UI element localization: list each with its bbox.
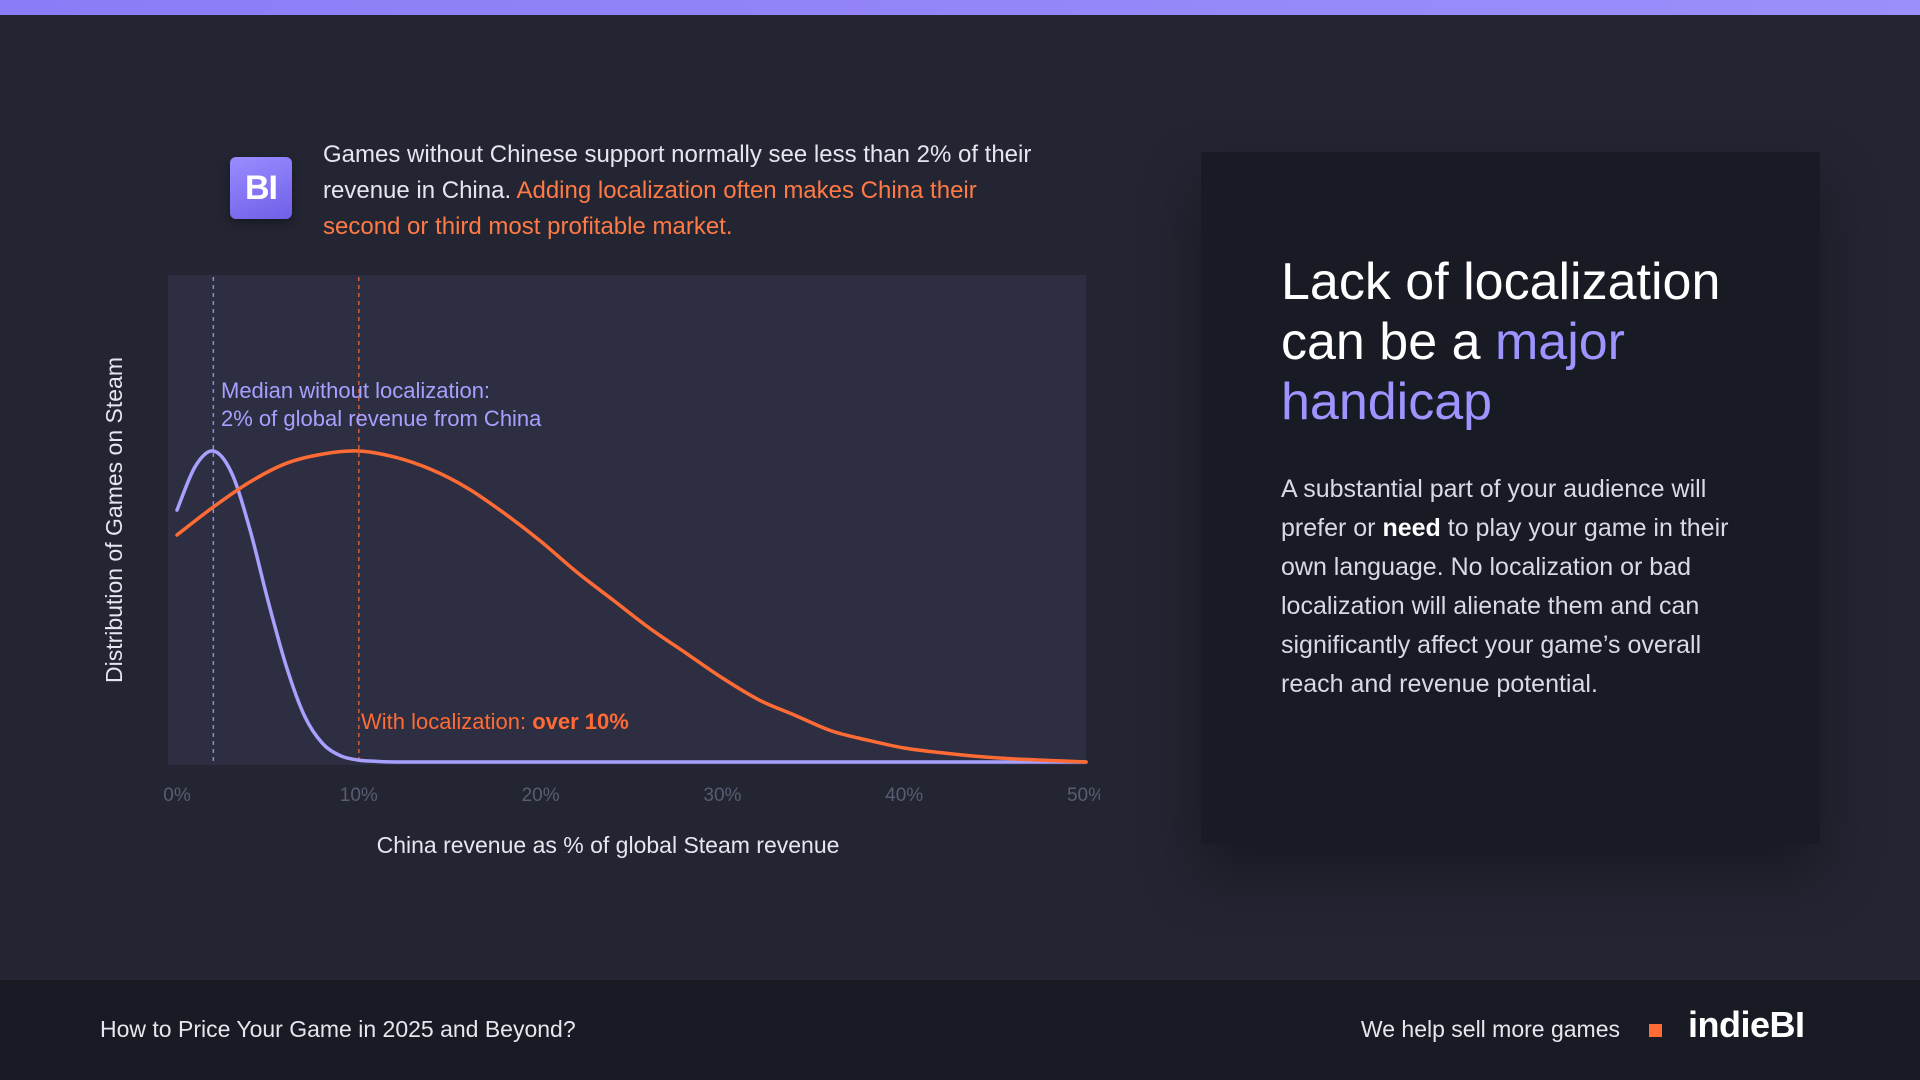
x-tick-label: 20% bbox=[522, 785, 560, 806]
x-axis-label: China revenue as % of global Steam reven… bbox=[376, 832, 840, 858]
annotation-no-localization-line2: 2% of global revenue from China bbox=[221, 406, 542, 431]
intro-text: Games without Chinese support normally s… bbox=[323, 137, 1043, 245]
footer-title: How to Price Your Game in 2025 and Beyon… bbox=[100, 1016, 576, 1042]
annotation-with-localization-bold: over 10% bbox=[532, 709, 629, 734]
panel-title: Lack of localization can be a major hand… bbox=[1281, 252, 1781, 432]
indiebi-logo-badge: BI bbox=[230, 157, 292, 219]
intro-highlight: Adding localization often makes China th… bbox=[323, 177, 977, 240]
brand-logo: indieBI bbox=[1688, 1004, 1805, 1045]
series-line-2 bbox=[175, 449, 1088, 764]
orange-square-icon bbox=[1649, 1024, 1662, 1037]
title-accent-handicap: handicap bbox=[1281, 373, 1493, 431]
y-axis-label: Distribution of Games on Steam bbox=[101, 357, 127, 683]
chart-svg: 0% 10% 20% 30% 40% 50% Median without localiza… bbox=[163, 275, 1100, 806]
info-panel: Lack of localization can be a major hand… bbox=[1201, 152, 1820, 844]
body-bold: need bbox=[1382, 514, 1441, 542]
annotation-with-localization-plain: With localization: bbox=[361, 709, 532, 734]
title-line-1: Lack of localization bbox=[1281, 253, 1721, 311]
intro-plain: Games without Chinese support normally s… bbox=[323, 141, 1032, 204]
x-tick-label: 40% bbox=[885, 785, 923, 806]
annotation-with-localization: With localization: over 10% bbox=[361, 709, 629, 734]
annotation-no-localization-line1: Median without localization: bbox=[221, 378, 490, 403]
panel-body: A substantial part of your audience will… bbox=[1281, 470, 1761, 704]
title-accent-major: major bbox=[1494, 313, 1625, 371]
footer-tagline: We help sell more games bbox=[1360, 1016, 1620, 1042]
footer: How to Price Your Game in 2025 and Beyon… bbox=[0, 980, 1920, 1080]
title-line-2: can be a bbox=[1281, 313, 1481, 371]
plot-background bbox=[168, 275, 1086, 765]
x-tick-label: 30% bbox=[703, 785, 741, 806]
top-accent-bar bbox=[0, 0, 1920, 15]
x-tick-label: 50% bbox=[1067, 785, 1100, 806]
logo-badge-text: BI bbox=[245, 168, 278, 207]
x-tick-label: 0% bbox=[163, 785, 191, 806]
series-line-1 bbox=[175, 449, 1088, 764]
chart: 0% 10% 20% 30% 40% 50% Median without localiza… bbox=[0, 0, 1100, 900]
body-part-2: to play your game in their own language.… bbox=[1281, 514, 1729, 698]
x-tick-label: 10% bbox=[340, 785, 378, 806]
body-part-1: A substantial part of your audience will… bbox=[1281, 475, 1707, 542]
